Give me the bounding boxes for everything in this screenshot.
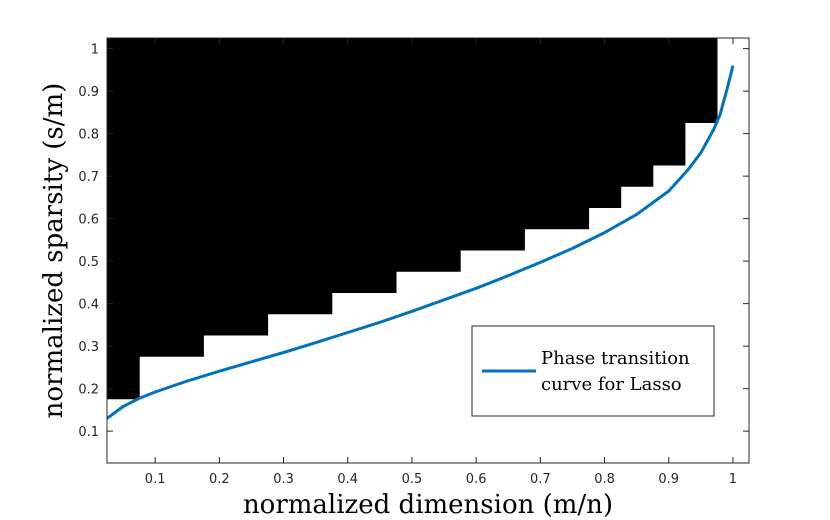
legend-label: Phase transition curve for Lasso bbox=[541, 348, 690, 395]
x-tick-label-7: 0.8 bbox=[594, 472, 615, 487]
legend-label-line-1: curve for Lasso bbox=[541, 374, 682, 395]
y-tick-label-1: 0.2 bbox=[78, 383, 99, 398]
x-tick-label-2: 0.3 bbox=[273, 472, 294, 487]
legend-label-line-0: Phase transition bbox=[541, 348, 690, 369]
y-tick-label-9: 1 bbox=[91, 43, 99, 58]
legend: Phase transition curve for Lasso bbox=[471, 325, 715, 417]
failure-cell-8 bbox=[588, 38, 622, 208]
x-tick-label-3: 0.4 bbox=[337, 472, 358, 487]
x-tick-label-8: 0.9 bbox=[658, 472, 679, 487]
y-tick-label-7: 0.8 bbox=[78, 128, 99, 143]
x-tick-label-5: 0.6 bbox=[466, 472, 487, 487]
failure-region bbox=[107, 38, 718, 400]
x-tick-label-1: 0.2 bbox=[209, 472, 230, 487]
y-axis-label: normalized sparsity (s/m) bbox=[39, 83, 69, 419]
failure-cell-3 bbox=[267, 38, 333, 315]
x-tick-label-6: 0.7 bbox=[530, 472, 551, 487]
x-tick-label-4: 0.5 bbox=[402, 472, 423, 487]
failure-cell-6 bbox=[460, 38, 525, 251]
failure-cell-7 bbox=[524, 38, 590, 230]
curve-layer bbox=[106, 65, 735, 420]
y-tick-label-0: 0.1 bbox=[78, 425, 99, 440]
ticks-layer: 0.1 0.2 0.3 0.4 0.5 0.6 0.7 0.8 0.9 1 0.1 0.2 0.3 0.4… bbox=[78, 38, 749, 487]
x-axis-label: normalized dimension (m/n) bbox=[243, 490, 613, 520]
y-tick-label-3: 0.4 bbox=[78, 298, 99, 313]
y-tick-label-6: 0.7 bbox=[78, 170, 99, 185]
failure-cell-9 bbox=[620, 38, 654, 187]
x-tick-label-9: 1 bbox=[729, 472, 737, 487]
y-tick-label-5: 0.6 bbox=[78, 213, 99, 228]
lasso-curve-line bbox=[106, 65, 735, 420]
y-tick-label-4: 0.5 bbox=[78, 255, 99, 270]
failure-cell-5 bbox=[395, 38, 461, 272]
y-tick-label-8: 0.9 bbox=[78, 85, 99, 100]
x-tick-label-0: 0.1 bbox=[145, 472, 166, 487]
failure-cell-2 bbox=[203, 38, 269, 336]
failure-cell-11 bbox=[684, 38, 718, 123]
axes-box bbox=[106, 37, 750, 464]
failure-cell-4 bbox=[331, 38, 397, 293]
failure-cell-10 bbox=[652, 38, 686, 166]
y-tick-label-2: 0.3 bbox=[78, 340, 99, 355]
failure-cell-1 bbox=[139, 38, 204, 357]
